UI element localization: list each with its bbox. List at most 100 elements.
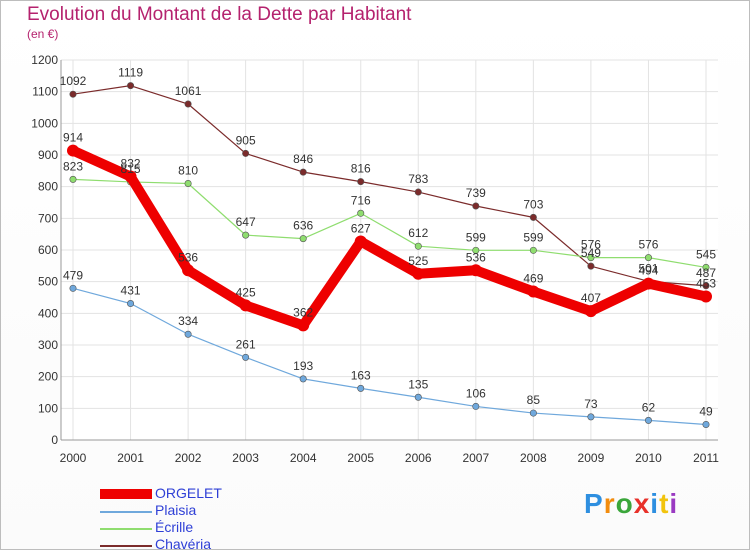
data-point-écrille: [414, 242, 422, 250]
y-tick-label: 600: [38, 243, 58, 257]
series-line-orgelet: [68, 145, 711, 331]
y-tick-label: 400: [38, 306, 58, 320]
x-tick-label: 2006: [405, 451, 432, 465]
data-point-chavéria: [357, 178, 365, 186]
data-point-écrille: [69, 175, 77, 183]
x-tick-label: 2003: [232, 451, 259, 465]
data-point-chavéria: [529, 213, 537, 221]
data-point-écrille: [357, 209, 365, 217]
data-point-plaisia: [702, 420, 710, 428]
data-point-orgelet: [584, 305, 597, 318]
x-tick-label: 2000: [60, 451, 87, 465]
y-tick-label: 900: [38, 148, 58, 162]
data-label-écrille: 545: [696, 247, 716, 261]
data-point-chavéria: [184, 100, 192, 108]
data-label-écrille: 647: [236, 215, 256, 229]
data-label-orgelet: 453: [696, 277, 716, 291]
data-label-écrille: 636: [293, 219, 313, 233]
data-label-écrille: 599: [466, 230, 486, 244]
data-point-plaisia: [299, 375, 307, 383]
data-label-chavéria: 1061: [175, 84, 202, 98]
data-label-orgelet: 469: [523, 271, 543, 285]
data-point-chavéria: [702, 282, 710, 290]
data-label-orgelet: 914: [63, 131, 83, 145]
data-label-écrille: 576: [638, 238, 658, 252]
y-tick-label: 200: [38, 370, 58, 384]
legend-label-ecrille: Écrille: [155, 519, 194, 535]
data-label-orgelet: 525: [408, 254, 428, 268]
data-label-orgelet: 832: [121, 157, 141, 171]
logo-letter: i: [650, 488, 660, 519]
data-point-plaisia: [357, 384, 365, 392]
data-label-orgelet: 494: [638, 264, 658, 278]
data-point-orgelet: [700, 290, 712, 303]
data-point-chavéria: [299, 168, 307, 176]
data-label-chavéria: 816: [351, 162, 371, 176]
logo-letter: t: [659, 488, 670, 519]
data-label-chavéria: 846: [293, 152, 313, 166]
chart-unit-label: (en €): [27, 27, 59, 41]
data-point-chavéria: [69, 90, 77, 98]
data-point-écrille: [472, 246, 480, 254]
data-label-chavéria: 487: [696, 266, 716, 280]
data-label-orgelet: 627: [351, 221, 371, 235]
data-point-orgelet: [354, 235, 367, 248]
data-point-plaisia: [184, 330, 192, 338]
series-line-chavéria: [72, 85, 707, 287]
x-tick-label: 2008: [520, 451, 547, 465]
data-label-chavéria: 501: [638, 261, 658, 275]
data-label-écrille: 599: [523, 230, 543, 244]
legend-swatch-plaisia: [100, 511, 152, 513]
data-label-plaisia: 49: [699, 404, 713, 418]
data-point-orgelet: [124, 170, 137, 183]
logo-letter: P: [584, 488, 604, 519]
data-label-plaisia: 163: [351, 368, 371, 382]
y-tick-label: 1000: [31, 116, 58, 130]
x-tick-label: 2011: [693, 451, 719, 465]
data-label-orgelet: 425: [236, 285, 256, 299]
x-tick-label: 2004: [290, 451, 317, 465]
data-point-chavéria: [242, 149, 250, 157]
data-label-chavéria: 703: [523, 197, 543, 211]
data-label-plaisia: 334: [178, 314, 198, 328]
data-label-chavéria: 739: [466, 186, 486, 200]
y-tick-label: 1100: [32, 85, 58, 99]
data-label-orgelet: 362: [293, 305, 313, 319]
data-label-chavéria: 1119: [118, 66, 143, 80]
y-tick-label: 300: [38, 338, 58, 352]
data-label-plaisia: 73: [584, 397, 598, 411]
data-label-chavéria: 549: [581, 246, 601, 260]
y-tick-label: 1200: [31, 53, 58, 67]
legend-swatch-orgelet: [100, 489, 152, 499]
y-tick-label: 100: [38, 401, 58, 415]
data-label-plaisia: 431: [121, 284, 141, 298]
x-tick-label: 2005: [347, 451, 374, 465]
legend-label-orgelet: ORGELET: [155, 485, 222, 501]
y-tick-label: 500: [38, 275, 58, 289]
data-point-chavéria: [414, 188, 422, 196]
y-tick-label: 800: [38, 180, 58, 194]
data-point-orgelet: [642, 277, 655, 290]
data-point-écrille: [644, 254, 652, 262]
data-label-chavéria: 1092: [60, 74, 87, 88]
data-label-écrille: 576: [581, 238, 601, 252]
data-label-plaisia: 106: [466, 386, 486, 400]
y-tick-label: 0: [51, 433, 58, 447]
x-tick-label: 2001: [117, 451, 144, 465]
data-label-écrille: 823: [63, 159, 83, 173]
data-label-chavéria: 905: [236, 133, 256, 147]
data-point-orgelet: [527, 285, 540, 298]
data-point-écrille: [587, 254, 595, 262]
x-tick-label: 2002: [175, 451, 202, 465]
data-label-orgelet: 407: [581, 291, 601, 305]
data-point-orgelet: [239, 299, 252, 312]
data-point-plaisia: [414, 393, 422, 401]
data-point-plaisia: [472, 402, 480, 410]
y-tick-label: 700: [38, 211, 58, 225]
data-label-plaisia: 62: [642, 400, 656, 414]
data-label-plaisia: 479: [63, 268, 83, 282]
data-point-écrille: [184, 180, 192, 188]
logo-letter: i: [669, 488, 679, 519]
data-point-plaisia: [242, 353, 250, 361]
